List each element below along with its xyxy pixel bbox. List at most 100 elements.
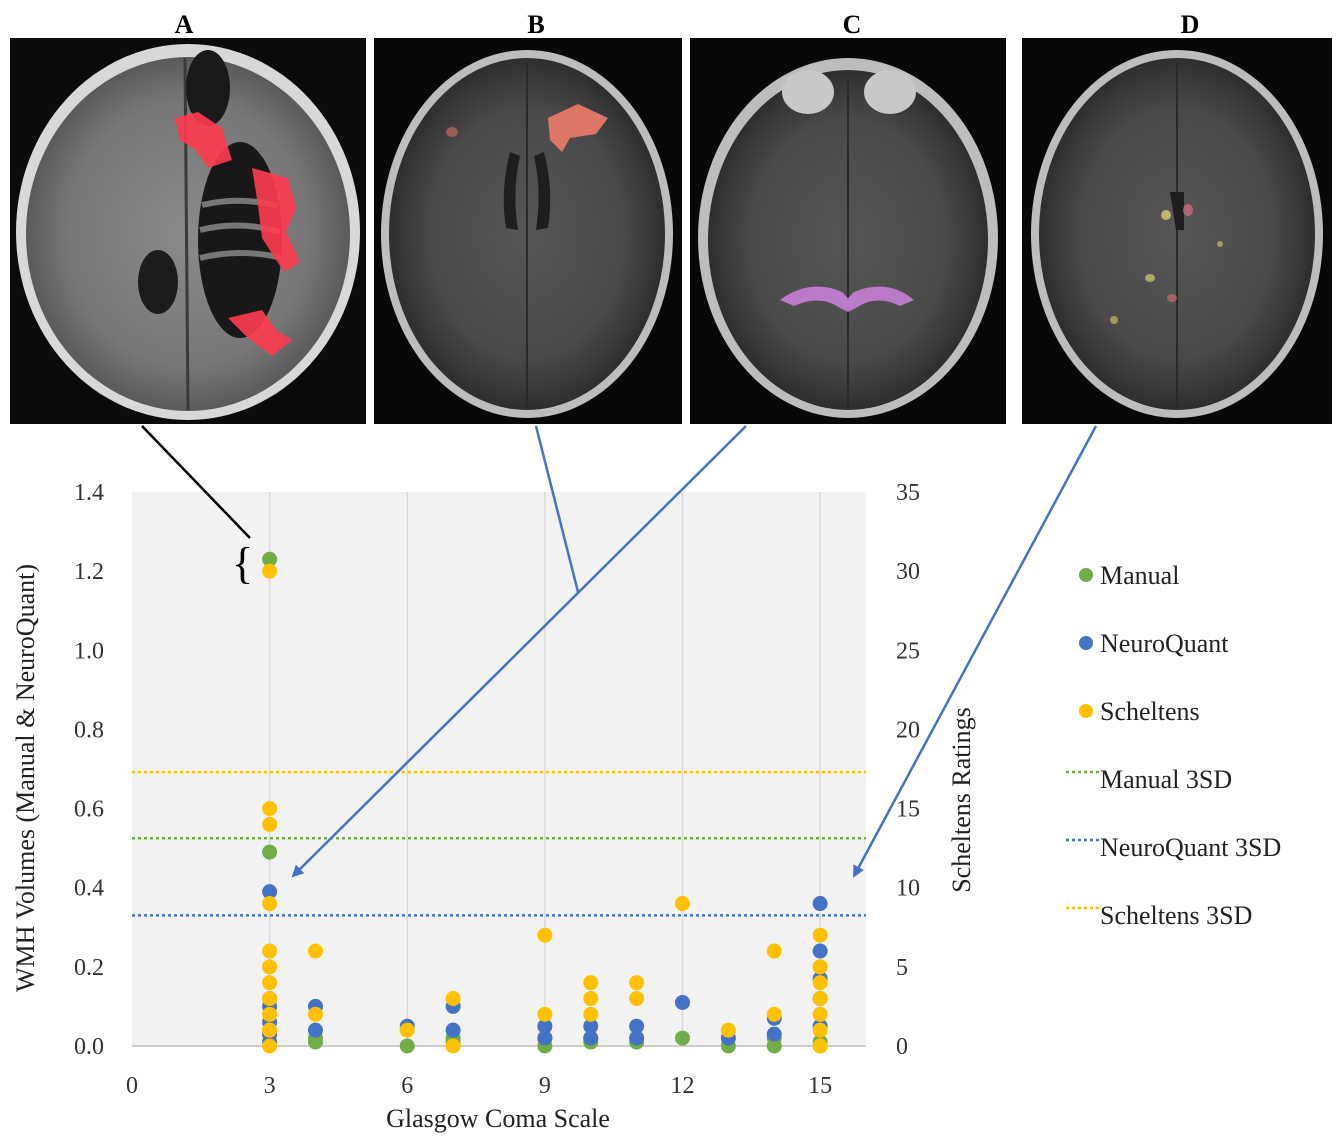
point-scheltens	[445, 991, 461, 1007]
point-neuroquant	[537, 1030, 553, 1046]
x-tick-label: 0	[126, 1073, 138, 1099]
point-scheltens	[720, 1022, 736, 1038]
legend-label: Manual 3SD	[1100, 765, 1232, 794]
point-neuroquant	[262, 884, 278, 900]
outlier-brace: {	[232, 539, 253, 588]
point-scheltens	[308, 1006, 323, 1022]
point-scheltens	[262, 801, 278, 817]
y-tick-label: 1.4	[74, 480, 104, 506]
x-axis-ticks: 0 3 6 9 12 15	[126, 1073, 832, 1099]
point-scheltens	[262, 563, 278, 579]
point-scheltens	[537, 927, 553, 943]
data-points	[262, 551, 828, 1054]
panel-letter-a: A	[175, 10, 194, 39]
point-scheltens	[812, 927, 828, 943]
point-neuroquant	[537, 1018, 553, 1034]
legend-marker	[1079, 568, 1093, 582]
y2-tick-label: 20	[896, 717, 920, 743]
legend-label: Scheltens 3SD	[1100, 901, 1252, 930]
point-scheltens	[262, 959, 278, 975]
connector-bc	[534, 425, 580, 593]
point-scheltens	[583, 1006, 599, 1022]
point-neuroquant	[308, 1022, 323, 1038]
plot-area	[132, 492, 866, 1046]
point-scheltens	[812, 959, 828, 975]
legend-label: Scheltens	[1100, 697, 1200, 726]
point-scheltens	[766, 1006, 782, 1022]
point-scheltens	[445, 1038, 461, 1054]
panel-letter-d: D	[1181, 10, 1200, 39]
legend-marker	[1079, 636, 1093, 650]
legend: Manual NeuroQuant Scheltens Manual 3SD Neuro…	[1066, 561, 1281, 930]
point-manual	[399, 1038, 415, 1054]
y2-tick-label: 15	[896, 797, 920, 823]
connector-c	[291, 425, 747, 878]
point-scheltens	[399, 1022, 415, 1038]
y-tick-label: 1.2	[74, 559, 104, 585]
reference-lines	[132, 770, 866, 917]
point-scheltens	[262, 991, 278, 1007]
y-axis-title: WMH Volumes (Manual & NeuroQuant)	[11, 564, 40, 992]
x-tick-label: 12	[671, 1073, 695, 1099]
point-scheltens	[812, 975, 828, 991]
mri-panel-a	[10, 38, 366, 424]
point-scheltens	[812, 1038, 828, 1054]
point-scheltens	[583, 991, 599, 1007]
point-scheltens	[262, 943, 278, 959]
panel-letter-b: B	[527, 10, 544, 39]
x-tick-label: 9	[539, 1073, 551, 1099]
y2-axis-title: Scheltens Ratings	[947, 707, 976, 893]
y2-tick-label: 25	[896, 638, 920, 664]
point-scheltens	[262, 816, 278, 832]
connectors	[141, 425, 1098, 878]
y2-tick-label: 0	[896, 1034, 908, 1060]
legend-label: NeuroQuant 3SD	[1100, 833, 1281, 862]
y2-tick-label: 35	[896, 480, 920, 506]
point-neuroquant	[812, 896, 828, 912]
point-neuroquant	[629, 1018, 645, 1034]
panel-letter-c: C	[843, 10, 862, 39]
point-scheltens	[262, 1022, 278, 1038]
point-scheltens	[629, 991, 645, 1007]
point-scheltens	[629, 975, 645, 991]
y-tick-label: 0.4	[74, 876, 104, 902]
point-manual	[262, 551, 278, 567]
y-tick-label: 0.8	[74, 717, 104, 743]
point-scheltens	[262, 1038, 278, 1054]
x-tick-label: 15	[808, 1073, 832, 1099]
x-tick-label: 6	[401, 1073, 413, 1099]
y-axis-ticks: 0.0 0.2 0.4 0.6 0.8 1.0 1.2 1.4	[74, 480, 104, 1060]
point-scheltens	[583, 975, 599, 991]
point-neuroquant	[583, 1018, 599, 1034]
point-scheltens	[675, 896, 690, 912]
point-scheltens	[262, 975, 278, 991]
y2-axis-ticks: 0 5 10 15 20 25 30 35	[896, 480, 920, 1060]
y2-tick-label: 10	[896, 876, 920, 902]
y-tick-label: 0.0	[74, 1034, 104, 1060]
point-scheltens	[812, 1006, 828, 1022]
y2-tick-label: 5	[896, 955, 908, 981]
mri-panel-b	[374, 38, 682, 424]
point-manual	[675, 1030, 690, 1046]
point-scheltens	[812, 991, 828, 1007]
point-neuroquant	[629, 1030, 645, 1046]
legend-label: NeuroQuant	[1100, 629, 1229, 658]
y-tick-label: 0.2	[74, 955, 104, 981]
point-neuroquant	[675, 994, 690, 1010]
legend-label: Manual	[1100, 561, 1179, 590]
x-axis-title: Glasgow Coma Scale	[386, 1104, 610, 1133]
point-scheltens	[262, 896, 278, 912]
legend-marker	[1079, 704, 1093, 718]
point-scheltens	[766, 943, 782, 959]
y-tick-label: 0.6	[74, 797, 104, 823]
y2-tick-label: 30	[896, 559, 920, 585]
point-manual	[262, 844, 278, 860]
connector-d	[852, 425, 1098, 878]
point-scheltens	[812, 1022, 828, 1038]
y-tick-label: 1.0	[74, 638, 104, 664]
point-scheltens	[262, 1006, 278, 1022]
point-neuroquant	[583, 1030, 599, 1046]
mri-panel-c	[690, 38, 1006, 424]
scatter-chart: 0.00.20.40.60.81.01.21.4 05101520253035 …	[11, 480, 1281, 1133]
